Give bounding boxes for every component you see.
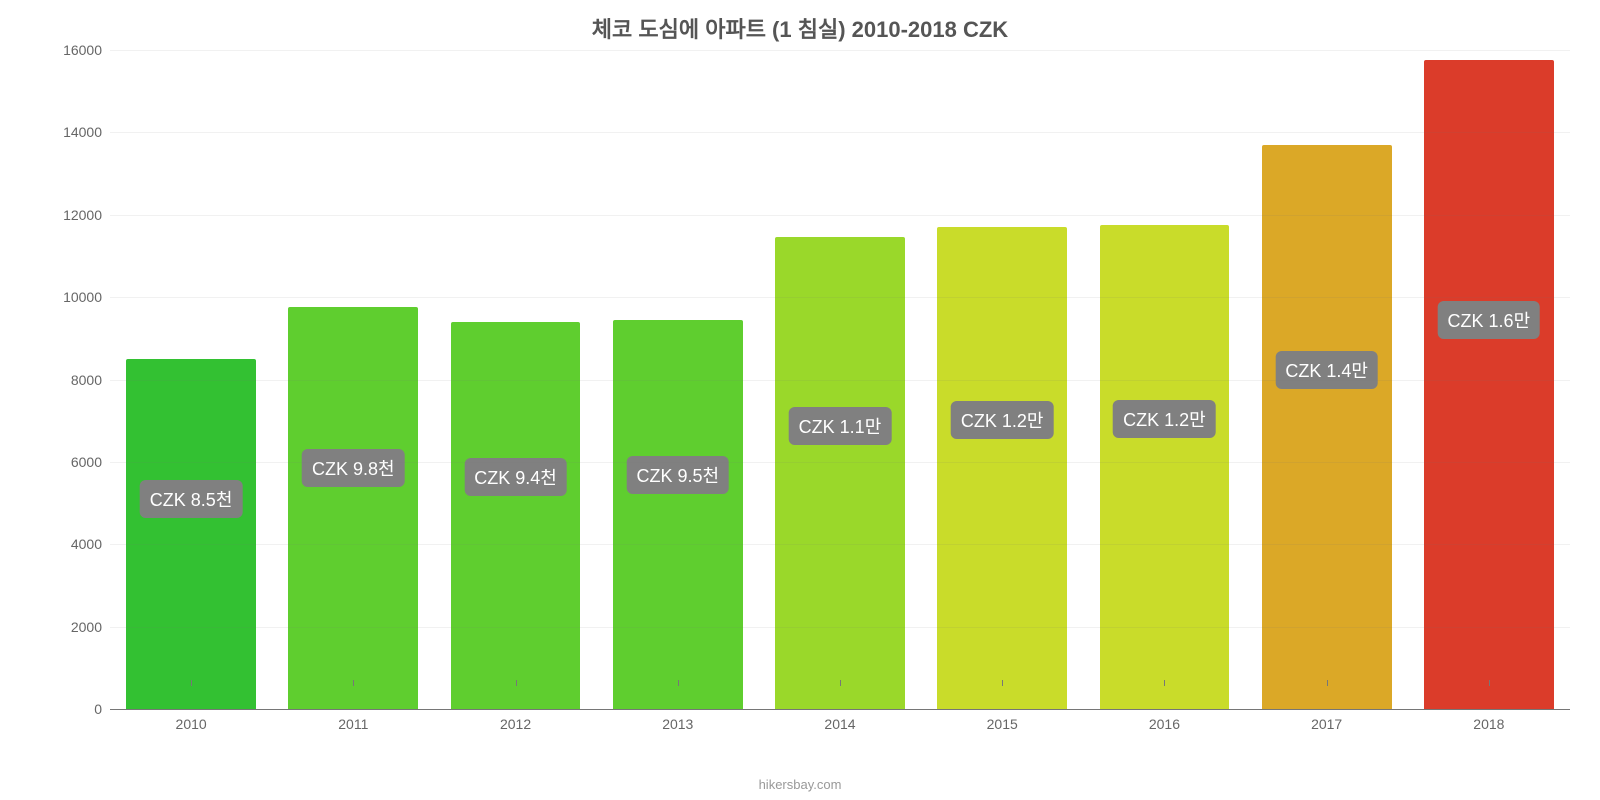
bar: CZK 1.1만 xyxy=(775,237,905,709)
value-badge: CZK 1.2만 xyxy=(1113,400,1216,438)
footer-credit: hikersbay.com xyxy=(0,777,1600,792)
x-tick: 2018 xyxy=(1408,710,1570,734)
gridline xyxy=(110,627,1570,628)
chart-title: 체코 도심에 아파트 (1 침실) 2010-2018 CZK xyxy=(0,0,1600,44)
gridline xyxy=(110,132,1570,133)
x-tick-label: 2011 xyxy=(338,710,368,732)
bar: CZK 1.4만 xyxy=(1262,145,1392,709)
x-tick-label: 2015 xyxy=(987,710,1018,732)
gridline xyxy=(110,544,1570,545)
y-tick-label: 12000 xyxy=(63,207,110,223)
y-tick-label: 14000 xyxy=(63,124,110,140)
x-tick-label: 2016 xyxy=(1149,710,1180,732)
x-tick-label: 2013 xyxy=(662,710,693,732)
x-tick: 2017 xyxy=(1246,710,1408,734)
y-tick-label: 2000 xyxy=(71,619,110,635)
value-badge: CZK 8.5천 xyxy=(140,480,243,518)
x-tick: 2011 xyxy=(272,710,434,734)
x-axis: 2010 2011 2012 2013 2014 2015 2016 2017 2018 xyxy=(110,710,1570,740)
value-badge: CZK 9.8천 xyxy=(302,449,405,487)
plot-area: CZK 8.5천 CZK 9.8천 CZK 9.4천 CZK 9.5천 CZK 1.1만… xyxy=(110,50,1570,710)
value-badge: CZK 1.6만 xyxy=(1438,301,1541,339)
x-tick: 2016 xyxy=(1083,710,1245,734)
value-badge: CZK 1.1만 xyxy=(789,407,892,445)
x-tick-label: 2017 xyxy=(1311,710,1342,732)
value-badge: CZK 9.4천 xyxy=(464,458,567,496)
value-badge: CZK 1.4만 xyxy=(1275,351,1378,389)
bar: CZK 1.2만 xyxy=(937,227,1067,709)
gridline xyxy=(110,297,1570,298)
y-tick-label: 16000 xyxy=(63,42,110,58)
bar: CZK 1.6만 xyxy=(1424,60,1554,709)
gridline xyxy=(110,380,1570,381)
x-tick-label: 2014 xyxy=(824,710,855,732)
x-tick-label: 2012 xyxy=(500,710,531,732)
chart-area: CZK 8.5천 CZK 9.8천 CZK 9.4천 CZK 9.5천 CZK 1.1만… xyxy=(70,50,1570,740)
x-tick: 2013 xyxy=(597,710,759,734)
gridline xyxy=(110,215,1570,216)
y-tick-label: 6000 xyxy=(71,454,110,470)
y-tick-label: 0 xyxy=(94,701,110,717)
y-tick-label: 4000 xyxy=(71,536,110,552)
gridline xyxy=(110,462,1570,463)
x-tick: 2014 xyxy=(759,710,921,734)
x-tick-label: 2018 xyxy=(1473,710,1504,732)
x-tick: 2015 xyxy=(921,710,1083,734)
x-tick-label: 2010 xyxy=(176,710,207,732)
bar: CZK 9.5천 xyxy=(613,320,743,709)
x-tick: 2010 xyxy=(110,710,272,734)
x-tick: 2012 xyxy=(434,710,596,734)
gridline xyxy=(110,50,1570,51)
y-tick-label: 10000 xyxy=(63,289,110,305)
y-tick-label: 8000 xyxy=(71,372,110,388)
bar: CZK 8.5천 xyxy=(126,359,256,709)
value-badge: CZK 1.2만 xyxy=(951,401,1054,439)
bar: CZK 9.8천 xyxy=(288,307,418,709)
